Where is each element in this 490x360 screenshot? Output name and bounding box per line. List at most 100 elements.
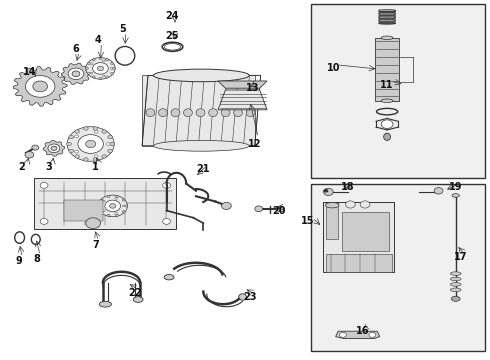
Circle shape <box>163 183 171 188</box>
Ellipse shape <box>146 109 155 117</box>
Ellipse shape <box>450 277 461 281</box>
Circle shape <box>115 213 117 215</box>
Text: 2: 2 <box>19 162 25 172</box>
Circle shape <box>40 183 48 188</box>
Circle shape <box>102 130 106 133</box>
Circle shape <box>276 206 284 212</box>
Circle shape <box>98 195 127 217</box>
Circle shape <box>83 127 88 130</box>
Circle shape <box>87 62 90 64</box>
Ellipse shape <box>246 109 255 117</box>
Ellipse shape <box>381 99 393 103</box>
Ellipse shape <box>239 294 246 300</box>
Circle shape <box>110 67 113 69</box>
Text: 19: 19 <box>449 182 463 192</box>
Circle shape <box>99 57 102 59</box>
Text: 24: 24 <box>165 11 178 21</box>
Circle shape <box>93 63 108 74</box>
Text: 9: 9 <box>15 256 22 266</box>
Text: 17: 17 <box>454 252 467 262</box>
Circle shape <box>74 135 78 138</box>
Polygon shape <box>13 67 67 106</box>
Ellipse shape <box>159 109 168 117</box>
Circle shape <box>102 155 106 158</box>
Circle shape <box>75 130 79 133</box>
Circle shape <box>122 199 125 201</box>
Circle shape <box>108 149 113 153</box>
Ellipse shape <box>153 69 249 82</box>
Ellipse shape <box>133 297 143 302</box>
Bar <box>323 202 394 272</box>
Circle shape <box>92 76 95 78</box>
Circle shape <box>92 59 95 61</box>
Circle shape <box>113 67 116 69</box>
Bar <box>142 76 255 146</box>
Circle shape <box>106 76 109 78</box>
Circle shape <box>110 142 115 146</box>
Circle shape <box>102 75 105 77</box>
Text: 6: 6 <box>73 44 79 54</box>
Circle shape <box>345 201 355 208</box>
Bar <box>326 203 338 239</box>
Circle shape <box>106 59 109 61</box>
Circle shape <box>102 200 105 202</box>
Circle shape <box>323 188 333 195</box>
Circle shape <box>98 66 103 71</box>
Circle shape <box>108 135 113 139</box>
Ellipse shape <box>196 109 205 117</box>
Bar <box>311 4 485 178</box>
Circle shape <box>69 149 74 153</box>
Ellipse shape <box>209 109 218 117</box>
Polygon shape <box>61 63 91 85</box>
Circle shape <box>48 144 60 153</box>
Ellipse shape <box>451 296 460 301</box>
Text: 12: 12 <box>248 139 262 149</box>
Circle shape <box>111 72 114 75</box>
Text: 15: 15 <box>301 216 315 226</box>
Text: 4: 4 <box>95 35 101 45</box>
Circle shape <box>67 142 72 146</box>
Polygon shape <box>43 140 65 156</box>
Text: 25: 25 <box>165 31 178 41</box>
Circle shape <box>100 211 103 213</box>
Ellipse shape <box>381 36 393 40</box>
Ellipse shape <box>234 109 243 117</box>
Circle shape <box>85 67 88 69</box>
Text: 3: 3 <box>46 162 52 172</box>
Ellipse shape <box>450 288 461 292</box>
Text: 23: 23 <box>243 292 257 302</box>
Circle shape <box>340 332 346 337</box>
Circle shape <box>87 72 90 75</box>
Circle shape <box>116 195 119 198</box>
Circle shape <box>125 205 128 207</box>
Circle shape <box>78 135 103 153</box>
Circle shape <box>107 195 110 198</box>
Circle shape <box>74 150 78 153</box>
Circle shape <box>33 81 48 92</box>
Circle shape <box>323 189 328 193</box>
Circle shape <box>110 204 116 208</box>
Ellipse shape <box>384 133 391 140</box>
Circle shape <box>25 76 55 97</box>
Circle shape <box>381 120 393 129</box>
Text: 22: 22 <box>128 288 142 298</box>
Circle shape <box>25 152 34 158</box>
Circle shape <box>86 58 115 79</box>
Text: 7: 7 <box>92 240 99 250</box>
Text: 18: 18 <box>341 182 355 192</box>
Circle shape <box>32 145 39 150</box>
Ellipse shape <box>99 301 111 307</box>
Circle shape <box>122 211 125 213</box>
Bar <box>342 212 389 251</box>
Ellipse shape <box>164 274 174 280</box>
Circle shape <box>75 155 79 158</box>
Text: 16: 16 <box>356 326 369 336</box>
Text: 14: 14 <box>23 67 36 77</box>
Circle shape <box>255 206 263 212</box>
Circle shape <box>102 210 105 212</box>
Ellipse shape <box>221 109 230 117</box>
Text: 20: 20 <box>272 206 286 216</box>
Circle shape <box>116 214 119 216</box>
Circle shape <box>163 219 171 224</box>
Circle shape <box>369 332 376 337</box>
